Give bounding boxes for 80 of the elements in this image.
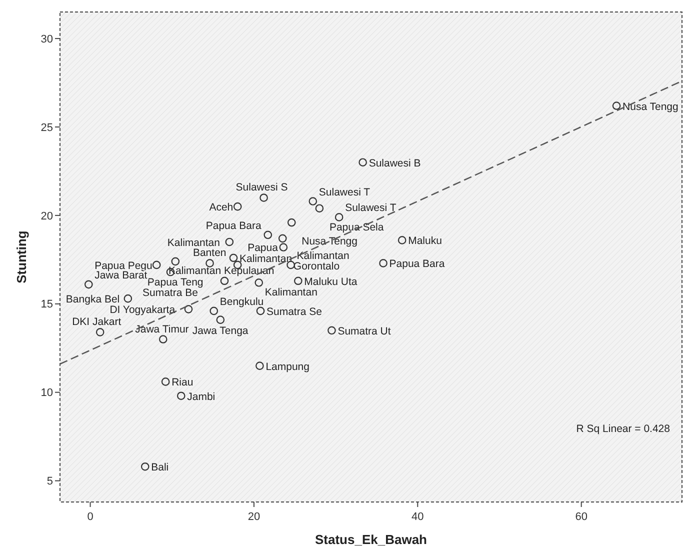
- annotation: Maluku Uta: [304, 276, 358, 288]
- point: [171, 257, 180, 266]
- point: [294, 276, 302, 286]
- annotation: Sulawesi S: [236, 182, 288, 194]
- point: [256, 362, 264, 370]
- y-tick-label: 30: [40, 33, 53, 46]
- point: [140, 462, 150, 471]
- point: [96, 328, 104, 336]
- annotation: Jambi: [187, 390, 216, 403]
- point: [264, 230, 272, 240]
- annotation: Jawa Timur: [135, 323, 190, 336]
- annotation: Papua Pegu: [94, 260, 153, 272]
- annotation: Kalimantan: [167, 236, 220, 249]
- point: [229, 254, 238, 262]
- x-tick-label: 60: [575, 511, 588, 523]
- point: [158, 335, 168, 344]
- point: [220, 276, 229, 286]
- y-tick-label: 20: [40, 210, 53, 222]
- point: [315, 204, 324, 213]
- annotation: Sulawesi B: [368, 157, 421, 170]
- annotation: Lampung: [266, 360, 310, 373]
- point: [216, 316, 225, 324]
- point: [334, 213, 344, 222]
- point: [210, 306, 218, 316]
- x-tick-label: 0: [87, 511, 94, 523]
- point: [256, 306, 265, 316]
- point: [379, 259, 388, 268]
- annotation: Bangka Bel: [66, 294, 120, 306]
- point: [278, 234, 287, 243]
- annotation: Jawa Tenga: [192, 324, 248, 337]
- point: [308, 197, 318, 206]
- point: [84, 280, 93, 289]
- point: [612, 102, 621, 110]
- annotation: Sulawesi T: [345, 202, 397, 214]
- point: [279, 243, 288, 252]
- annotation: Nusa Tengg: [302, 236, 358, 248]
- annotation: Papua Teng: [147, 276, 204, 288]
- annotation: Aceh: [209, 202, 234, 214]
- point: [161, 378, 170, 386]
- point: [254, 278, 264, 287]
- point: [225, 238, 234, 246]
- annotation: R Sq Linear = 0.428: [576, 423, 670, 435]
- y-tick-label: 5: [46, 476, 53, 488]
- annotation: Bengkulu: [220, 296, 264, 308]
- point: [124, 294, 132, 303]
- x-axis-title: Status_Ek_Bawah: [315, 532, 428, 547]
- annotation: Papua: [248, 242, 278, 254]
- annotation: Banten: [192, 247, 226, 260]
- annotation: Sumatra Be: [142, 287, 198, 300]
- annotation: Nusa Tengg: [622, 100, 679, 113]
- annotation: DKI Jakart: [72, 316, 122, 328]
- x-tick-label: 40: [412, 511, 424, 523]
- annotation: Sumatra Se: [266, 306, 322, 318]
- point: [287, 218, 296, 227]
- point: [260, 194, 268, 202]
- y-tick-label: 10: [40, 387, 53, 400]
- annotation: Sumatra Ut: [338, 325, 391, 338]
- annotation: Papua Bara: [389, 258, 445, 270]
- annotation: Kalimantan: [296, 250, 350, 262]
- point: [184, 305, 193, 314]
- point: [358, 158, 367, 167]
- annotation: Maluku: [408, 235, 442, 248]
- annotation: Papua Sela: [329, 221, 384, 234]
- annotation: DI Yogyakarta: [110, 304, 176, 316]
- point: [328, 326, 336, 335]
- y-axis-title: Stunting: [14, 230, 29, 284]
- annotation: Riau: [172, 376, 194, 389]
- annotation: Sulawesi T: [318, 186, 371, 198]
- annotation: Kalimantan: [264, 286, 318, 299]
- annotation: Bali: [151, 462, 169, 474]
- y-tick-label: 25: [40, 122, 53, 134]
- point: [233, 202, 242, 211]
- point: [152, 260, 161, 270]
- annotation: Papua Bara: [206, 220, 262, 232]
- point: [398, 236, 406, 244]
- annotation: Kalimantan: [240, 252, 292, 265]
- point: [176, 392, 186, 400]
- x-tick-label: 20: [248, 511, 260, 523]
- annotation: Gorontalo: [293, 260, 340, 272]
- y-tick-label: 15: [40, 298, 53, 311]
